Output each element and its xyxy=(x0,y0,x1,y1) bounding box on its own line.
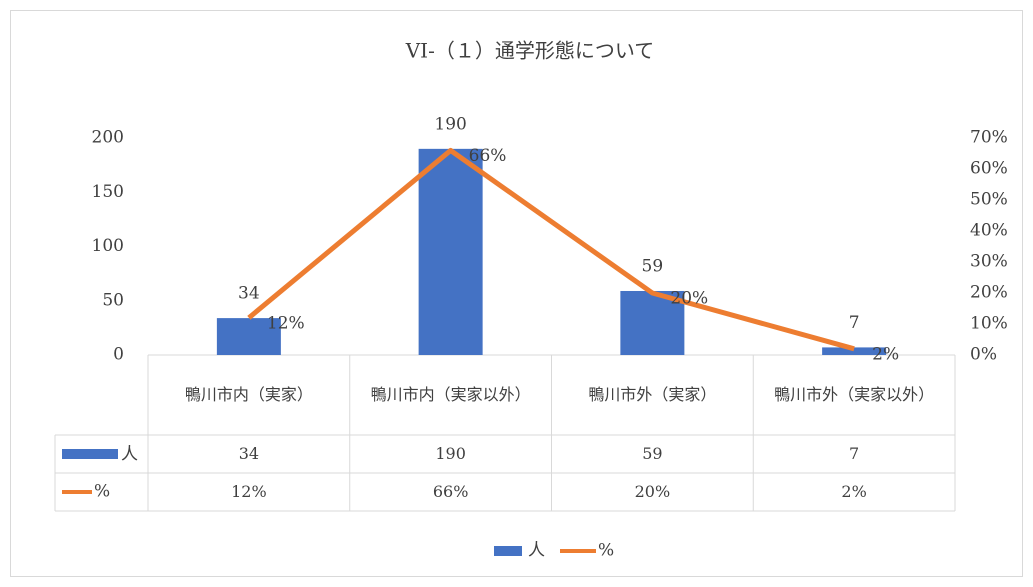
y2-tick-label: 70% xyxy=(970,128,1008,148)
data-label: 66% xyxy=(469,146,507,166)
bar xyxy=(620,290,685,355)
table-row-header: 人 xyxy=(121,445,138,465)
y2-tick-label: 30% xyxy=(970,252,1008,272)
bar xyxy=(418,148,483,355)
data-label: 2% xyxy=(872,344,899,364)
category-label: 鴨川市内（実家） xyxy=(184,385,313,404)
y2-tick-label: 20% xyxy=(970,283,1008,303)
data-label: 7 xyxy=(849,313,860,333)
legend-label: 人 xyxy=(528,541,545,561)
table-value: 20% xyxy=(634,482,671,501)
y2-tick-label: 60% xyxy=(970,159,1008,179)
table-value: 190 xyxy=(435,444,466,463)
table-value: 7 xyxy=(849,444,860,463)
data-label: 20% xyxy=(670,289,708,309)
table-value: 12% xyxy=(231,482,267,501)
chart-title: VI-（１）通学形態について xyxy=(405,39,655,63)
y2-tick-label: 40% xyxy=(970,221,1008,241)
bar xyxy=(822,347,887,355)
legend-label: % xyxy=(598,541,614,561)
table-row-header: % xyxy=(94,482,110,502)
data-label: 12% xyxy=(267,313,305,333)
bar xyxy=(216,318,281,355)
table-legend-swatch xyxy=(62,449,118,459)
table-value: 59 xyxy=(642,444,663,463)
y2-tick-label: 10% xyxy=(970,314,1008,334)
y2-tick-label: 0% xyxy=(970,345,997,365)
table-value: 2% xyxy=(841,482,867,501)
chart-border xyxy=(10,10,1023,577)
category-label: 鴨川市外（実家以外） xyxy=(774,385,935,404)
category-label: 鴨川市内（実家以外） xyxy=(370,385,531,404)
y-tick-label: 200 xyxy=(92,128,124,148)
y-tick-label: 0 xyxy=(113,345,124,365)
line xyxy=(247,147,855,352)
y-tick-label: 100 xyxy=(92,236,124,256)
table-value: 34 xyxy=(238,444,260,463)
data-label: 34 xyxy=(238,284,260,304)
table-value: 66% xyxy=(432,482,469,501)
y2-tick-label: 50% xyxy=(970,190,1008,210)
category-label: 鴨川市外（実家） xyxy=(588,385,717,404)
data-label: 190 xyxy=(434,114,466,134)
legend-swatch xyxy=(494,546,522,556)
y-tick-label: 50 xyxy=(102,290,124,310)
y-tick-label: 150 xyxy=(92,182,124,202)
data-label: 59 xyxy=(642,256,664,276)
